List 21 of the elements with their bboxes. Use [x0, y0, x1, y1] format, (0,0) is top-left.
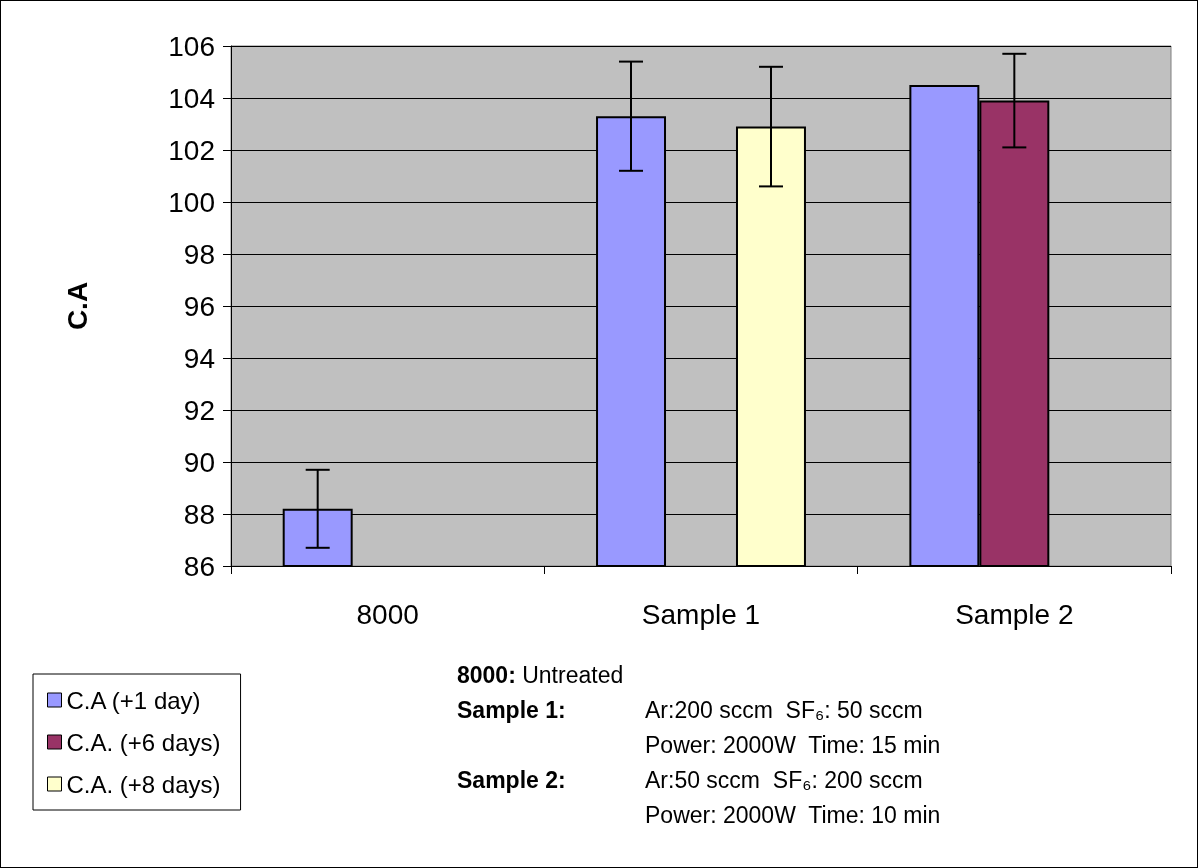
y-tick-label: 98	[183, 238, 215, 270]
y-tick-label: 106	[168, 30, 215, 62]
text: Sample 1: Ar:200 sccm SF₆: 50 sccm Power: 2000W Time: 15 min	[457, 696, 941, 758]
y-tick-label: 100	[168, 186, 215, 218]
y-tick-label: 86	[183, 550, 215, 582]
y-tick-label: 90	[183, 446, 215, 478]
y-tick-label: 94	[183, 342, 215, 374]
x-tick-label: 8000	[356, 598, 419, 630]
legend-label: C.A. (+8 days)	[66, 770, 221, 798]
y-tick-label: 88	[183, 498, 215, 530]
y-tick-label: 102	[168, 134, 215, 166]
legend-label: C.A (+1 day)	[66, 686, 201, 714]
y-tick-label: 104	[168, 82, 215, 114]
y-axis-title: C.A	[61, 281, 93, 331]
x-tick-label: Sample 2	[955, 598, 1074, 630]
x-tick-label: Sample 1	[641, 598, 761, 630]
y-tick-label: 96	[183, 290, 215, 322]
legend-label: C.A. (+6 days)	[66, 728, 221, 756]
y-tick-label: 92	[183, 394, 215, 426]
text: Sample 2: Ar:50 sccm SF₆: 200 sccm Power: 2000W Time: 10 min	[457, 766, 941, 828]
text: 8000: Untreated	[457, 661, 624, 688]
